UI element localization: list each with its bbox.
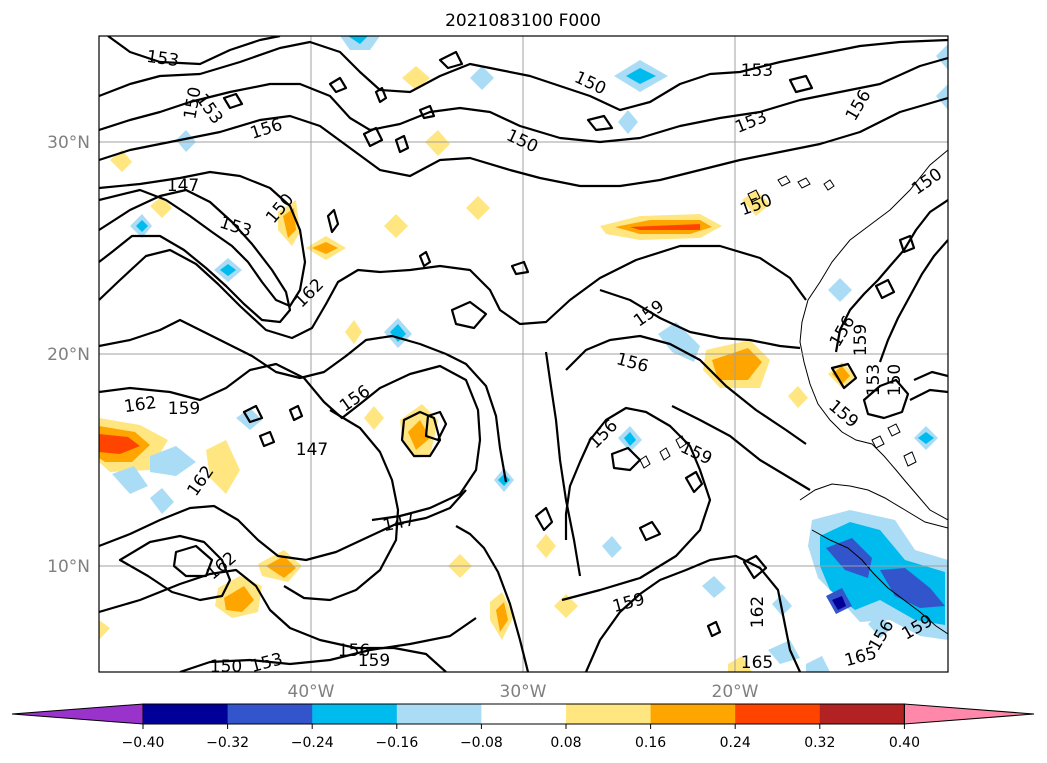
negative-anomaly-patch — [470, 66, 494, 90]
colorbar-segment — [819, 704, 905, 724]
contour-label: 153 — [145, 47, 180, 71]
negative-anomaly-patch — [702, 576, 726, 598]
contour-label: 162 — [123, 393, 158, 417]
negative-anomaly-patch — [624, 432, 636, 446]
colorbar-tick-label: −0.08 — [460, 735, 503, 751]
negative-anomaly-patch — [112, 466, 148, 494]
negative-anomaly-patch — [936, 44, 948, 70]
positive-anomaly-patch — [384, 214, 408, 238]
colorbar-segment — [312, 704, 398, 724]
colorbar-tick-label: 0.16 — [635, 735, 666, 751]
contour-label: 159 — [358, 651, 390, 671]
positive-anomaly-patch — [408, 420, 430, 450]
negative-anomaly-patch — [220, 264, 236, 276]
positive-anomaly-patch — [206, 440, 240, 494]
positive-anomaly-patch — [788, 386, 808, 408]
latitude-label: 20°N — [47, 345, 90, 365]
contour-label: 162 — [748, 596, 768, 628]
contour-label: 159 — [168, 399, 200, 419]
positive-anomaly-patch — [364, 406, 384, 430]
contour-layer — [99, 36, 948, 672]
longitude-labels: 40°W 30°W 20°W — [288, 682, 759, 702]
colorbar-tick-label: −0.32 — [206, 735, 249, 751]
positive-anomaly-patch — [466, 196, 490, 220]
colorbar-frame — [142, 703, 905, 725]
colorbar-tick-label: 0.40 — [889, 735, 920, 751]
contour-label: 159 — [851, 324, 871, 356]
colorbar-tick-label: −0.40 — [122, 735, 165, 751]
contour-label: 147 — [167, 176, 199, 196]
colorbar-segment — [566, 704, 652, 724]
negative-anomaly-patch — [626, 68, 656, 84]
positive-anomaly-patch — [496, 602, 508, 632]
positive-anomaly-patch — [554, 594, 578, 618]
negative-anomaly-patch — [918, 432, 934, 444]
longitude-label: 20°W — [712, 682, 759, 702]
colorbar-segment — [735, 704, 821, 724]
positive-anomaly-patch — [99, 620, 110, 640]
colorbar-segment — [143, 704, 229, 724]
positive-anomaly-patch — [283, 208, 296, 238]
negative-anomaly-patch — [150, 446, 196, 476]
positive-anomaly-patch — [345, 320, 362, 344]
colorbar-segment — [396, 704, 482, 724]
colorbar-segment — [481, 704, 567, 724]
negative-anomaly-patch — [150, 488, 174, 514]
colorbar-tick-label: −0.16 — [375, 735, 418, 751]
contour-label: 156 — [338, 641, 370, 661]
longitude-label: 40°W — [288, 682, 335, 702]
colorbar-tick-label: −0.24 — [291, 735, 334, 751]
negative-anomaly-patch — [768, 640, 800, 664]
negative-anomaly-patch — [880, 568, 945, 608]
positive-anomaly-patch — [536, 534, 556, 558]
positive-anomaly-patch — [630, 224, 700, 230]
latitude-labels: 30°N 20°N 10°N — [47, 133, 90, 577]
negative-anomaly-patch — [832, 596, 846, 610]
colorbar-tick-label: 0.32 — [804, 735, 835, 751]
positive-anomaly-patch — [312, 242, 338, 254]
negative-anomaly-patch — [868, 614, 892, 638]
map-panel — [98, 35, 949, 673]
latitude-label: 10°N — [47, 557, 90, 577]
negative-anomaly-patch — [176, 130, 196, 152]
negative-anomaly-patch — [602, 536, 622, 558]
colorbar-tick-label: 0.24 — [720, 735, 751, 751]
negative-anomaly-patch — [136, 220, 148, 232]
colorbar-segment — [227, 704, 313, 724]
contour-label: 150 — [885, 364, 905, 396]
contour-label: 165 — [741, 653, 773, 673]
negative-anomaly-patch — [826, 538, 872, 578]
contour-label: 150 — [210, 657, 242, 677]
contour-label: 153 — [741, 61, 773, 81]
colorbar-extend-high — [903, 703, 1035, 725]
negative-anomaly-patch — [618, 110, 638, 134]
negative-anomaly-patch — [498, 474, 510, 486]
longitude-label: 30°W — [500, 682, 547, 702]
coastline — [639, 149, 948, 635]
negative-anomaly-patch — [348, 36, 368, 44]
contour-label: 153 — [864, 364, 884, 396]
colorbar-segment — [650, 704, 736, 724]
negative-anomaly-patch — [936, 84, 948, 110]
anomaly-fill-layer — [99, 36, 948, 672]
negative-anomaly-patch — [658, 322, 700, 362]
positive-anomaly-patch — [266, 556, 296, 578]
negative-anomaly-patch — [806, 656, 830, 672]
positive-anomaly-patch — [712, 348, 762, 380]
latitude-label: 30°N — [47, 133, 90, 153]
negative-anomaly-patch — [390, 324, 406, 342]
colorbar: −0.40 −0.32 −0.24 −0.16 −0.08 0.08 0.16 0.24 0.3… — [11, 703, 1035, 751]
positive-anomaly-patch — [224, 586, 254, 612]
contour-label: 147 — [296, 440, 328, 460]
graticule — [99, 36, 948, 672]
map-title: 2021083100 F000 — [445, 11, 601, 31]
colorbar-tick-label: 0.08 — [550, 735, 581, 751]
positive-anomaly-patch — [99, 434, 140, 454]
colorbar-extend-low — [11, 703, 144, 725]
positive-anomaly-patch — [832, 366, 850, 384]
negative-anomaly-patch — [828, 278, 852, 302]
positive-anomaly-patch — [728, 656, 752, 672]
positive-anomaly-patch — [425, 130, 450, 156]
